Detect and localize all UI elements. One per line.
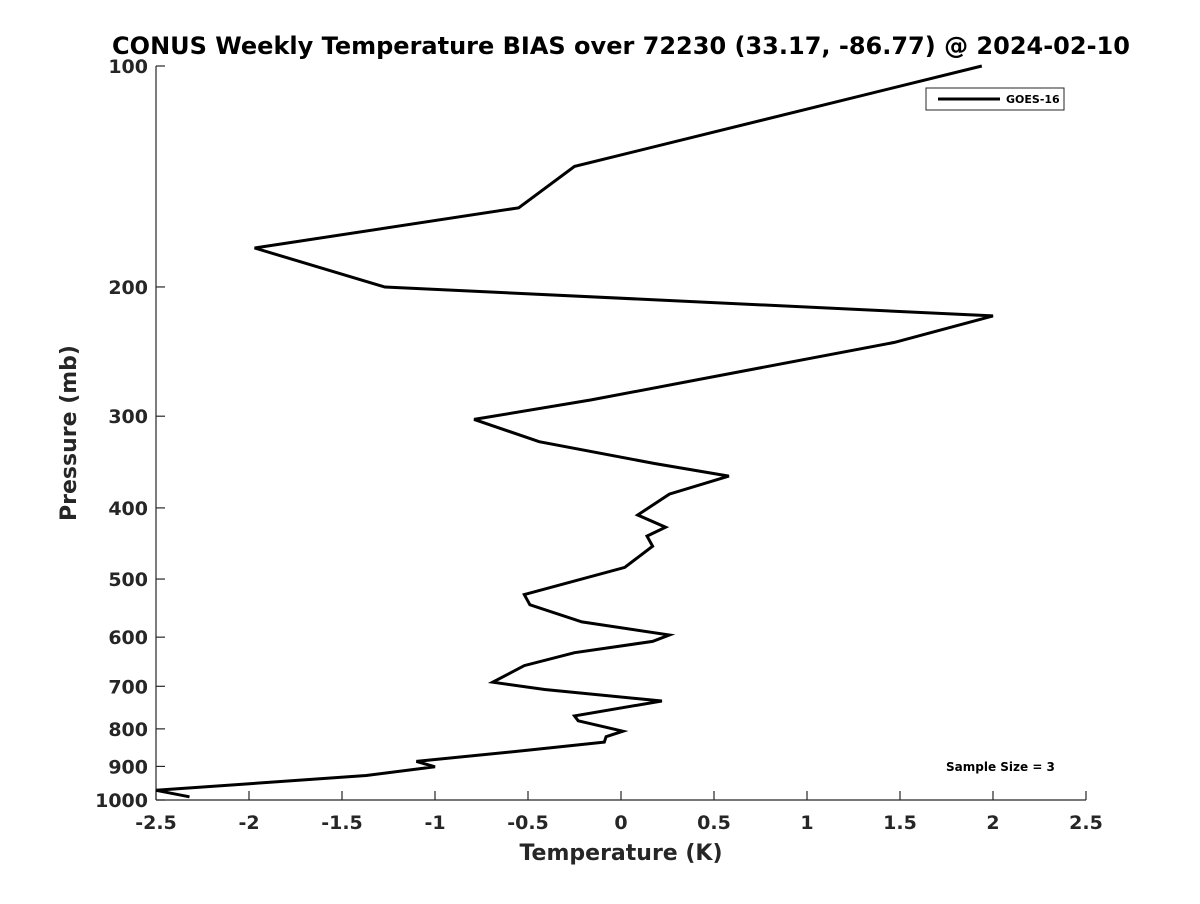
y-axis-label: Pressure (mb)	[57, 345, 82, 521]
y-tick-label: 100	[108, 56, 148, 78]
x-tick-label: 2	[986, 812, 999, 834]
y-tick-label: 800	[108, 719, 148, 741]
y-tick-label: 400	[108, 498, 148, 520]
x-tick-label: 0	[614, 812, 627, 834]
series-layer	[155, 64, 994, 799]
y-tick-label: 200	[108, 277, 148, 299]
y-tick-label: 500	[108, 569, 148, 591]
y-ticks: 100 200 300 400 500 600 700 800 900 1000	[95, 56, 165, 812]
chart-title: CONUS Weekly Temperature BIAS over 72230…	[112, 32, 1130, 60]
x-tick-label: 1.5	[883, 812, 917, 834]
x-tick-label: 2.5	[1069, 812, 1103, 834]
x-tick-label: -1	[424, 812, 445, 834]
x-tick-label: -1.5	[321, 812, 363, 834]
x-axis-label: Temperature (K)	[519, 841, 722, 866]
x-tick-label: -0.5	[507, 812, 549, 834]
legend: GOES-16	[925, 87, 1065, 111]
x-tick-label: -2.5	[135, 812, 177, 834]
sample-size-annotation: Sample Size = 3	[946, 760, 1055, 774]
x-tick-label: -2	[238, 812, 259, 834]
y-tick-label: 900	[108, 756, 148, 778]
plot-area	[155, 66, 1086, 801]
y-tick-label: 700	[108, 676, 148, 698]
series-line-goes-16	[155, 64, 994, 799]
y-tick-label: 1000	[95, 790, 148, 812]
x-tick-label: 1	[800, 812, 813, 834]
x-tick-label: 0.5	[697, 812, 731, 834]
y-tick-label: 600	[108, 627, 148, 649]
y-tick-label: 300	[108, 406, 148, 428]
legend-label-goes-16: GOES-16	[1006, 93, 1060, 106]
x-ticks: -2.5 -2 -1.5 -1 -0.5 0 0.5 1 1.5 2 2.5	[135, 791, 1103, 834]
